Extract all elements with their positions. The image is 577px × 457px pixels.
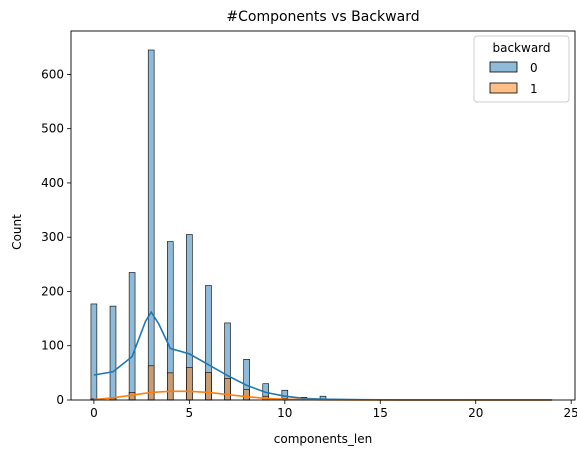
legend: backward 0 1: [473, 35, 570, 103]
y-tick-label: 600: [41, 67, 64, 81]
legend-swatch-0: [489, 61, 518, 73]
y-tick-label: 100: [41, 339, 64, 353]
legend-label-0: 0: [530, 61, 538, 75]
chart-title: #Components vs Backward: [226, 9, 419, 25]
x-axis-label: components_len: [274, 432, 372, 446]
y-tick-label: 200: [41, 284, 64, 298]
x-tick-label: 10: [277, 406, 292, 420]
x-tick-label: 20: [468, 406, 483, 420]
x-tick-label: 15: [373, 406, 388, 420]
axes-frame: [70, 30, 576, 401]
bar-backward-1-4: [167, 372, 174, 401]
bar-backward-1-7: [224, 377, 231, 401]
x-tick-label: 5: [186, 406, 194, 420]
x-axis-ticks: 0 5 10 15 20 25: [90, 400, 577, 420]
kde-line-backward-0: [93, 310, 553, 401]
y-axis-label: Count: [10, 214, 24, 250]
bar-backward-0-1: [109, 305, 117, 401]
bar-backward-0-0: [90, 303, 98, 401]
legend-swatch-1: [489, 82, 518, 94]
y-tick-label: 400: [41, 176, 64, 190]
bar-backward-1-6: [205, 372, 212, 401]
x-tick-label: 25: [564, 406, 577, 420]
bar-backward-0-2: [128, 272, 136, 401]
y-axis-ticks: 0 100 200 300 400 500 600: [41, 67, 71, 407]
x-tick-label: 0: [90, 406, 98, 420]
y-tick-label: 500: [41, 122, 64, 136]
legend-title: backward: [492, 41, 550, 55]
bar-backward-0-3: [147, 49, 155, 401]
bar-backward-1-5: [186, 367, 193, 401]
legend-label-1: 1: [530, 82, 538, 96]
bar-backward-1-8: [243, 389, 250, 401]
bar-backward-1-3: [147, 365, 155, 401]
y-tick-label: 300: [41, 230, 64, 244]
plot-area: [70, 30, 576, 401]
y-tick-label: 0: [56, 393, 64, 407]
